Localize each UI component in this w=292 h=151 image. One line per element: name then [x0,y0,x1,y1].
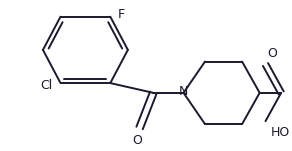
Text: F: F [118,8,125,21]
Text: O: O [267,47,277,60]
Text: N: N [179,85,188,98]
Text: Cl: Cl [41,79,53,92]
Text: O: O [133,134,142,147]
Text: HO: HO [270,126,290,139]
